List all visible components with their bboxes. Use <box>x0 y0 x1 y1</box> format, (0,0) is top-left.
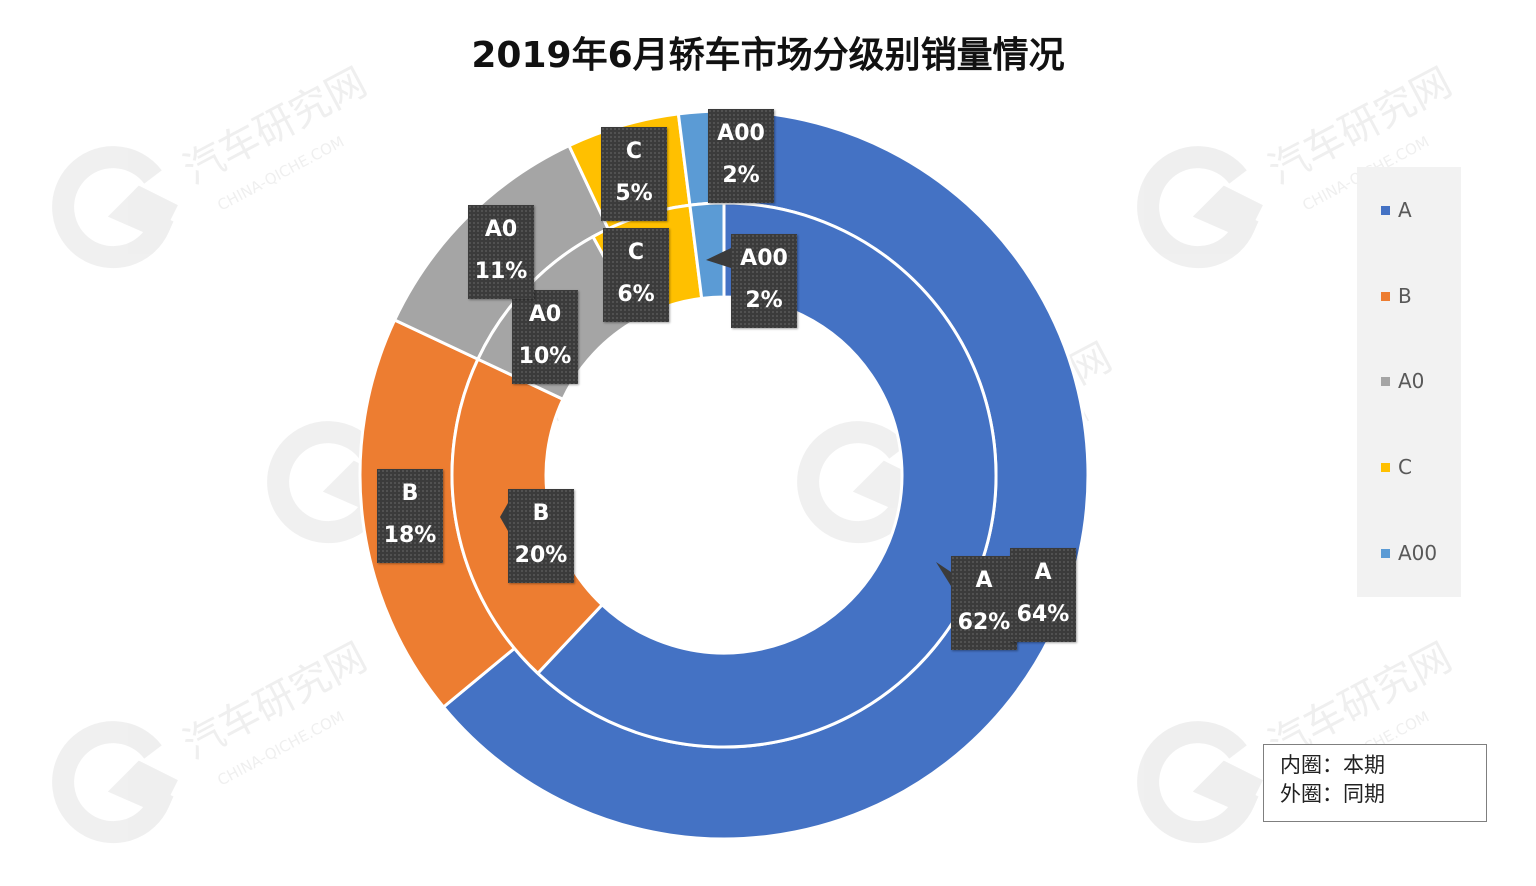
data-label-value: 20% <box>514 543 568 568</box>
data-label-category: C <box>625 139 643 164</box>
data-label-value: 18% <box>383 523 437 548</box>
legend-swatch-a00 <box>1381 548 1390 558</box>
data-label-category: B <box>532 501 550 526</box>
legend-swatch-b <box>1381 291 1390 301</box>
data-label-category: A00 <box>717 121 765 146</box>
legend: A B A0 C A00 <box>1357 167 1461 597</box>
data-label-value: 64% <box>1016 602 1070 627</box>
data-label-category: A <box>1034 560 1052 585</box>
data-label-inner-b: B 20% <box>508 489 574 583</box>
data-label-value: 10% <box>518 344 572 369</box>
ring-note: 内圈：本期 外圈：同期 <box>1263 744 1487 822</box>
data-label-value: 2% <box>722 163 760 188</box>
legend-item-a: A <box>1381 198 1412 222</box>
data-label-outer-a: A 64% <box>1010 548 1076 642</box>
legend-item-b: B <box>1381 284 1412 308</box>
data-label-category: B <box>401 481 419 506</box>
data-label-inner-a: A 62% <box>951 556 1017 650</box>
legend-swatch-c <box>1381 462 1390 472</box>
data-label-inner-a00: A00 2% <box>731 234 797 328</box>
data-label-outer-a0: A0 11% <box>468 205 534 299</box>
legend-label-a: A <box>1398 198 1412 222</box>
data-label-category: A0 <box>528 302 562 327</box>
data-label-value: 5% <box>615 181 653 206</box>
data-label-category: A <box>975 568 993 593</box>
label-pointers <box>500 248 951 586</box>
data-label-outer-b: B 18% <box>377 469 443 563</box>
legend-swatch-a <box>1381 205 1390 215</box>
data-label-value: 2% <box>745 288 783 313</box>
label-pointer-inner-a <box>936 562 951 586</box>
data-label-inner-a0: A0 10% <box>512 290 578 384</box>
chart-title: 2019年6月轿车市场分级别销量情况 <box>471 35 1065 76</box>
data-label-value: 62% <box>957 610 1011 635</box>
data-label-value: 6% <box>617 282 655 307</box>
data-label-outer-a00: A00 2% <box>708 109 774 203</box>
legend-label-b: B <box>1398 284 1412 308</box>
inner-slice-a00 <box>688 201 726 301</box>
legend-item-c: C <box>1381 455 1412 479</box>
legend-label-c: C <box>1398 455 1412 479</box>
data-label-category: A0 <box>484 217 518 242</box>
legend-label-a00: A00 <box>1398 541 1438 565</box>
data-label-category: A00 <box>740 246 788 271</box>
legend-item-a00: A00 <box>1381 541 1437 565</box>
data-label-outer-c: C 5% <box>601 127 667 221</box>
data-label-inner-c: C 6% <box>603 228 669 322</box>
label-pointer-inner-a00 <box>706 248 731 268</box>
data-label-category: C <box>627 240 645 265</box>
data-label-value: 11% <box>474 259 528 284</box>
note-outer-ring: 外圈：同期 <box>1280 782 1385 806</box>
legend-label-a0: A0 <box>1398 369 1425 393</box>
legend-swatch-a0 <box>1381 376 1390 386</box>
inner-slice-a <box>535 201 998 749</box>
legend-item-a0: A0 <box>1381 369 1424 393</box>
label-pointer-inner-b <box>500 503 508 531</box>
note-inner-ring: 内圈：本期 <box>1280 753 1385 777</box>
